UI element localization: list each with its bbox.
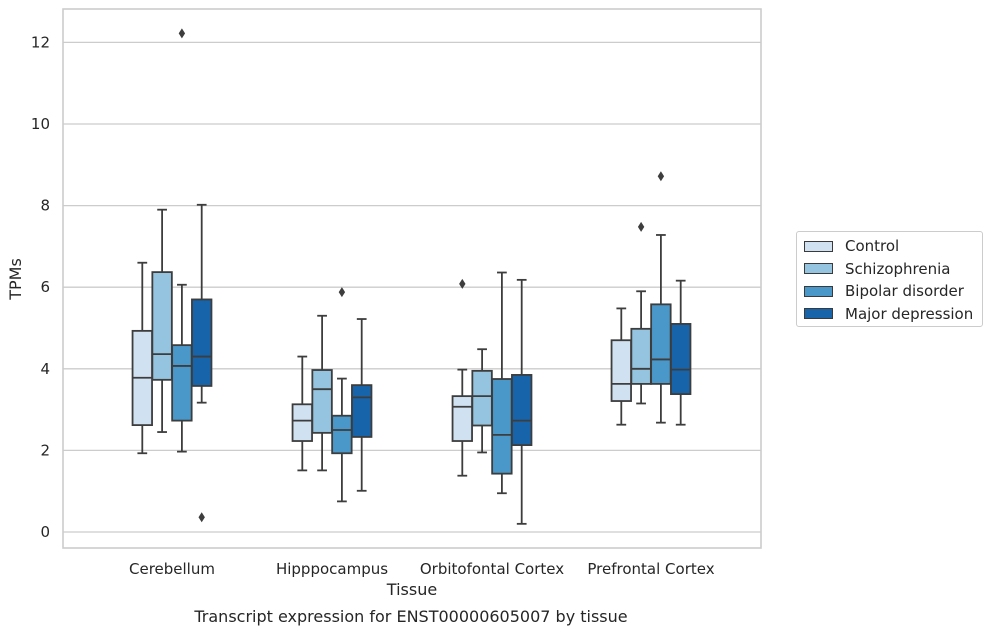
y-tick-label: 0 (40, 523, 50, 541)
y-tick-label: 8 (40, 197, 50, 215)
box-iqr (191, 298, 213, 387)
box (491, 271, 513, 495)
box (191, 203, 213, 523)
outlier-point (338, 287, 346, 298)
box (291, 355, 313, 472)
series-schizophrenia (151, 208, 652, 472)
box-iqr (511, 374, 533, 446)
legend-label: Control (845, 237, 900, 256)
box (511, 278, 533, 525)
legend-swatch (804, 308, 833, 320)
legend-label: Major depression (845, 304, 974, 323)
chart-caption: Transcript expression for ENST0000060500… (193, 607, 627, 626)
series-major-depression (191, 203, 692, 525)
y-tick-label: 10 (31, 115, 50, 133)
box (151, 208, 173, 433)
box-iqr (291, 403, 313, 442)
legend-item: Bipolar disorder (804, 280, 982, 303)
legend-swatch (804, 240, 833, 252)
box-iqr (630, 327, 652, 385)
y-axis-title: TPMs (6, 258, 25, 301)
box (630, 221, 652, 405)
outlier-point (637, 221, 645, 232)
legend-label: Schizophrenia (845, 259, 951, 278)
outlier-point (178, 28, 186, 39)
box (351, 318, 373, 492)
y-tick-label: 2 (40, 441, 50, 459)
box-series-layer (131, 28, 692, 525)
series-bipolar-disorder (171, 28, 672, 503)
x-tick-label: Cerebellum (129, 560, 215, 578)
box-iqr (171, 344, 193, 422)
box-iqr (650, 303, 672, 385)
legend-item: Schizophrenia (804, 258, 982, 281)
box (451, 278, 473, 477)
box-iqr (610, 339, 632, 402)
box-iqr (451, 395, 473, 442)
box (471, 348, 493, 454)
outlier-point (657, 171, 665, 182)
tick-labels: 0 2 4 6 8 10 12 Cerebellum Hipppocampus Orbitofon… (31, 33, 715, 578)
box-iqr (471, 369, 493, 427)
legend: Control Schizophrenia Bipolar disorder Majo… (796, 231, 983, 327)
plot-area-frame (62, 8, 762, 549)
box (670, 279, 692, 426)
x-tick-label: Hipppocampus (276, 560, 388, 578)
legend-label: Bipolar disorder (845, 282, 964, 301)
outlier-point (198, 512, 205, 523)
legend-item: Control (804, 235, 982, 258)
outlier-point (459, 278, 466, 289)
box-iqr (670, 323, 692, 395)
box-iqr (151, 271, 173, 381)
box (331, 287, 353, 503)
legend-item: Major depression (804, 303, 982, 326)
series-control (131, 261, 632, 477)
box (171, 28, 193, 453)
box-iqr (331, 414, 353, 455)
x-axis-title: Tissue (386, 580, 437, 599)
x-tick-label: Orbitofontal Cortex (420, 560, 564, 578)
legend-swatch (804, 285, 833, 297)
box (311, 314, 333, 472)
y-tick-label: 4 (40, 360, 50, 378)
x-tick-label: Prefrontal Cortex (587, 560, 714, 578)
box-iqr (491, 378, 513, 475)
box-iqr (311, 369, 333, 434)
box (650, 171, 672, 424)
box (610, 307, 632, 426)
y-tick-label: 6 (40, 278, 50, 296)
box-iqr (351, 384, 373, 438)
box (131, 261, 153, 455)
y-tick-label: 12 (31, 33, 50, 51)
legend-swatch (804, 263, 833, 275)
